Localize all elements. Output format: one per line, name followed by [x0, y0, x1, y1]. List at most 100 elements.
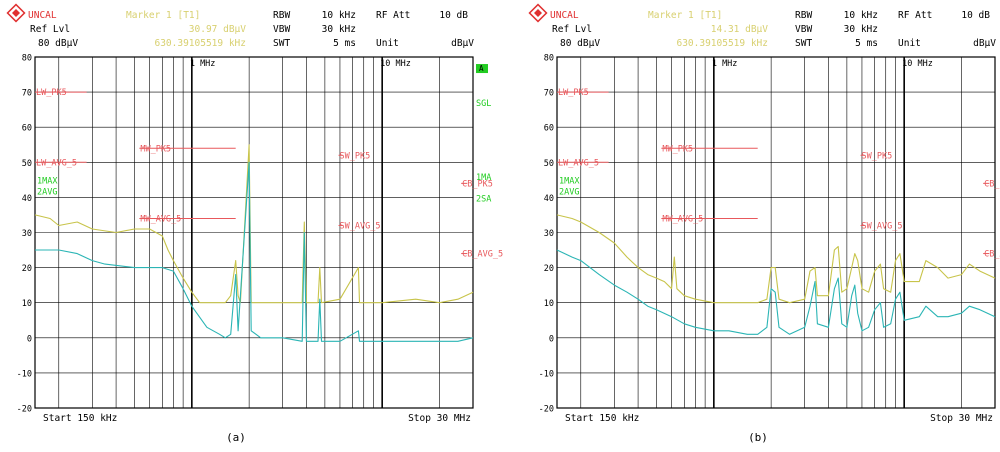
limit-lines: LW_PK5 LW_AVG_5 MW_PK5 MW_AVG_5 SW_PK5 SW_AVG… — [557, 88, 1000, 260]
side-label-right: SGL — [476, 99, 491, 109]
panel-label: (a) — [226, 431, 246, 444]
y-tick-label: 0 — [549, 334, 554, 344]
y-tick-label: 30 — [22, 229, 32, 239]
marker-label: Marker 1 [T1] — [648, 10, 722, 21]
trace-2avg — [35, 161, 474, 342]
swt-value: 5 ms — [333, 38, 356, 49]
vbw-label: VBW — [795, 24, 812, 35]
unit-label: Unit — [898, 38, 921, 49]
vbw-value: 30 kHz — [322, 24, 356, 35]
panel-b: UNCAL Ref Lvl 80 dBµV Marker 1 [T1] 14.31 dB… — [528, 3, 1000, 444]
marker-value: 30.97 dBµV — [189, 24, 246, 35]
y-tick-label: 10 — [22, 299, 32, 309]
limit-line-label: SW_AVG_5 — [340, 221, 381, 231]
grid — [557, 56, 995, 409]
rohde-schwarz-logo-icon — [6, 3, 26, 23]
uncal-label: UNCAL — [550, 10, 579, 21]
stop-frequency-label: Stop 30 MHz — [408, 413, 471, 424]
trace-1max — [34, 144, 474, 304]
limit-line-label: SW_AVG_5 — [862, 221, 903, 231]
vbw-label: VBW — [273, 24, 290, 35]
logo-mark — [12, 9, 20, 17]
side-label-left: 1MAX — [37, 176, 58, 186]
side-label-left: 2AVG — [37, 187, 57, 197]
trace-2avg — [556, 249, 996, 335]
marker-value: 14.31 dBµV — [711, 24, 768, 35]
uncal-label: UNCAL — [28, 10, 57, 21]
rbw-label: RBW — [273, 10, 290, 21]
swt-label: SWT — [795, 38, 812, 49]
y-tick-label: 50 — [22, 159, 32, 169]
y-tick-label: 50 — [544, 159, 554, 169]
y-tick-label: -20 — [539, 405, 554, 415]
y-tick-label: 40 — [544, 194, 554, 204]
ref-lvl-label: Ref Lvl — [552, 24, 592, 35]
limit-line-label: CB_AVG_5 — [984, 250, 1000, 260]
limit-lines: LW_PK5 LW_AVG_5 MW_PK5 MW_AVG_5 SW_PK5 SW_AVG… — [35, 88, 503, 260]
panel-a: UNCAL Ref Lvl 80 dBµV Marker 1 [T1] 30.97 dB… — [6, 3, 503, 444]
limit-line-label: SW_PK5 — [862, 151, 893, 161]
limit-line-label: CB_AVG_5 — [462, 250, 503, 260]
limit-line-label: LW_PK5 — [36, 88, 67, 98]
limit-line-label: LW_AVG_5 — [558, 158, 599, 168]
y-tick-label: -10 — [17, 369, 32, 379]
ref-lvl-value: 80 dBµV — [560, 38, 600, 49]
y-tick-label: 60 — [22, 124, 32, 134]
marker-label: Marker 1 [T1] — [126, 10, 200, 21]
logo-diamond — [6, 3, 26, 23]
x-tick-label: 1 MHz — [712, 59, 738, 69]
y-tick-label: 30 — [544, 229, 554, 239]
plot-frame — [556, 56, 996, 409]
y-tick-label: 20 — [544, 264, 554, 274]
panel-label: (b) — [748, 431, 768, 444]
limit-line-label: MW_AVG_5 — [140, 214, 181, 224]
unit-label: Unit — [376, 38, 399, 49]
y-tick-label: -10 — [539, 369, 554, 379]
vbw-value: 30 kHz — [844, 24, 878, 35]
side-label-right: 2SA — [476, 194, 491, 204]
rbw-value: 10 kHz — [844, 10, 878, 21]
x-tick-label: 1 MHz — [190, 59, 216, 69]
side-label-right: A — [479, 64, 484, 73]
plot-frame — [34, 56, 474, 409]
side-label-right: 1MA — [476, 173, 491, 183]
side-label-left: 1MAX — [559, 176, 580, 186]
limit-line-label: LW_AVG_5 — [36, 158, 77, 168]
rf-att-value: 10 dB — [439, 10, 468, 21]
swt-label: SWT — [273, 38, 290, 49]
grid — [35, 56, 473, 409]
rohde-schwarz-logo-icon — [528, 3, 548, 23]
limit-line-label: CB_PK5 — [462, 179, 493, 189]
rf-att-label: RF Att — [376, 10, 410, 21]
y-tick-label: 60 — [544, 124, 554, 134]
rf-att-label: RF Att — [898, 10, 932, 21]
y-tick-label: 0 — [27, 334, 32, 344]
limit-line-label: MW_AVG_5 — [662, 214, 703, 224]
ref-lvl-value: 80 dBµV — [38, 38, 78, 49]
swt-value: 5 ms — [855, 38, 878, 49]
unit-value: dBµV — [973, 38, 996, 49]
limit-line-label: MW_PK5 — [662, 144, 693, 154]
logo-mark — [534, 9, 542, 17]
limit-line-label: SW_PK5 — [340, 151, 371, 161]
y-tick-label: 70 — [22, 89, 32, 99]
y-tick-label: 70 — [544, 89, 554, 99]
rf-att-value: 10 dB — [961, 10, 990, 21]
marker-frequency: 630.39105519 kHz — [154, 38, 246, 49]
logo-diamond — [528, 3, 548, 23]
ref-lvl-label: Ref Lvl — [30, 24, 70, 35]
rbw-value: 10 kHz — [322, 10, 356, 21]
limit-line-label: LW_PK5 — [558, 88, 589, 98]
trigger-indicator-box — [476, 64, 488, 74]
x-tick-label: 10 MHz — [902, 59, 933, 69]
start-frequency-label: Start 150 kHz — [565, 413, 639, 424]
start-frequency-label: Start 150 kHz — [43, 413, 117, 424]
y-tick-label: 10 — [544, 299, 554, 309]
x-tick-label: 10 MHz — [380, 59, 411, 69]
limit-line-label: MW_PK5 — [140, 144, 171, 154]
unit-value: dBµV — [451, 38, 474, 49]
limit-line-label: CB_PK5 — [984, 179, 1000, 189]
trace-1max — [556, 214, 996, 304]
